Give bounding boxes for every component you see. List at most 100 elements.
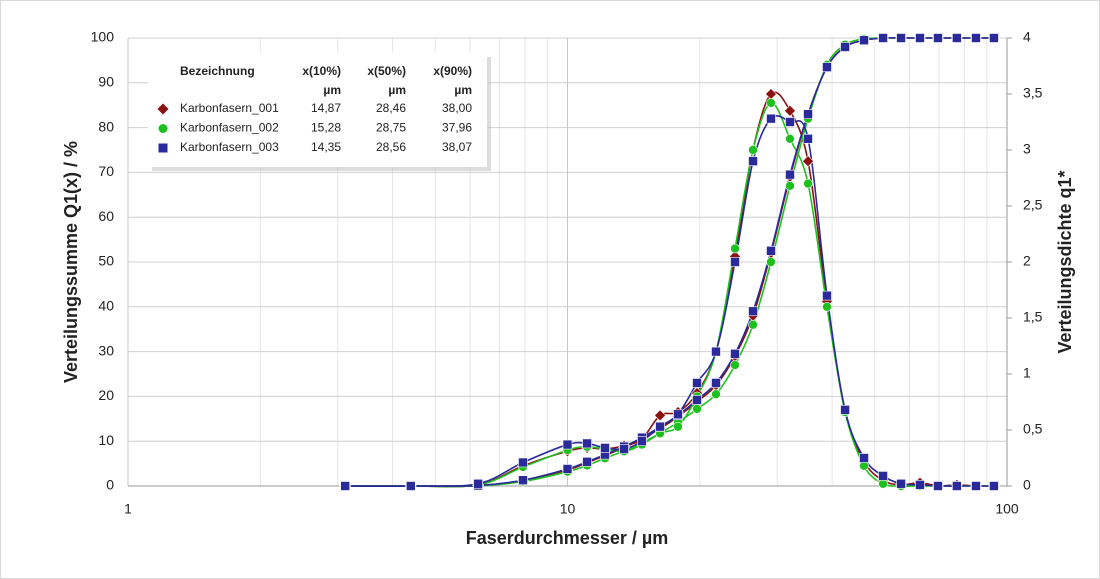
- legend-header: x(10%): [302, 64, 341, 78]
- marker: [766, 98, 776, 108]
- marker: [840, 405, 850, 415]
- marker: [158, 124, 168, 133]
- y2-tick-label: 4: [1023, 29, 1031, 45]
- marker: [518, 475, 528, 485]
- marker: [600, 443, 610, 453]
- legend: Bezeichnung x(10%) x(50%) x(90%) µm µm µm Karbo…: [148, 53, 491, 171]
- marker: [711, 346, 721, 357]
- y2-tick-label: 0,5: [1023, 421, 1043, 437]
- marker: [785, 117, 795, 127]
- marker: [748, 319, 758, 330]
- legend-header: x(50%): [367, 64, 406, 78]
- marker: [562, 439, 573, 450]
- y-tick-label: 0: [106, 477, 114, 493]
- legend-value: 28,46: [376, 101, 406, 115]
- marker: [803, 134, 813, 144]
- marker: [915, 480, 925, 490]
- legend-label: Karbonfasern_003: [180, 140, 279, 154]
- marker: [637, 436, 647, 447]
- marker: [340, 481, 350, 491]
- marker: [785, 134, 795, 144]
- marker: [766, 257, 776, 267]
- y-tick-label: 50: [98, 253, 114, 269]
- marker: [822, 62, 832, 72]
- y-tick-label: 70: [98, 163, 114, 179]
- legend-unit: µm: [454, 83, 472, 97]
- marker: [878, 471, 888, 481]
- y2-tick-label: 3: [1023, 141, 1031, 157]
- marker: [989, 33, 999, 43]
- y2-tick-label: 0: [1023, 477, 1031, 493]
- marker: [619, 444, 629, 454]
- x-axis-label: Faserdurchmesser / µm: [466, 528, 668, 548]
- marker: [878, 33, 888, 43]
- y-tick-label: 100: [91, 29, 115, 45]
- marker: [748, 156, 758, 166]
- marker: [802, 155, 814, 168]
- marker: [952, 33, 962, 43]
- marker: [158, 143, 168, 153]
- marker: [405, 481, 416, 491]
- legend-value: 14,87: [311, 101, 341, 115]
- legend-header: x(90%): [433, 64, 472, 78]
- marker: [748, 145, 758, 155]
- x-tick-label: 10: [560, 501, 576, 517]
- y-tick-label: 30: [98, 342, 114, 358]
- marker: [822, 301, 832, 312]
- y-tick-label: 10: [98, 432, 114, 448]
- marker: [971, 33, 981, 43]
- marker: [989, 481, 999, 491]
- marker: [822, 290, 832, 301]
- marker: [748, 306, 758, 317]
- legend-unit: µm: [388, 83, 406, 97]
- marker: [730, 349, 740, 359]
- marker: [582, 438, 592, 449]
- x-tick-label: 1: [124, 501, 132, 517]
- marker: [859, 453, 869, 463]
- marker: [896, 478, 906, 489]
- legend-value: 14,35: [311, 140, 341, 154]
- legend-box: [148, 53, 487, 167]
- marker: [915, 33, 925, 43]
- y-tick-label: 20: [98, 387, 114, 403]
- y2-tick-label: 3,5: [1023, 85, 1043, 101]
- marker: [766, 246, 776, 256]
- x-tick-label: 100: [995, 501, 1019, 517]
- marker: [518, 457, 528, 468]
- marker: [784, 104, 796, 117]
- marker: [473, 478, 483, 489]
- marker: [673, 409, 683, 420]
- cumulative-line: [345, 37, 994, 487]
- marker: [785, 181, 795, 191]
- legend-label: Karbonfasern_002: [180, 121, 279, 135]
- legend-label: Karbonfasern_001: [180, 101, 279, 115]
- marker: [730, 257, 740, 267]
- marker: [971, 481, 981, 491]
- marker: [933, 481, 943, 491]
- marker: [859, 35, 869, 46]
- y-tick-label: 90: [98, 74, 114, 90]
- legend-value: 37,96: [442, 121, 472, 135]
- marker: [562, 464, 573, 474]
- marker: [730, 243, 740, 254]
- marker: [655, 421, 665, 432]
- marker: [896, 33, 906, 43]
- marker: [673, 421, 683, 432]
- marker: [654, 409, 666, 422]
- y-tick-label: 40: [98, 298, 114, 314]
- marker: [933, 33, 943, 43]
- marker: [711, 378, 721, 388]
- y-tick-label: 60: [98, 208, 114, 224]
- marker: [692, 378, 702, 388]
- marker: [952, 481, 962, 491]
- marker: [730, 360, 740, 370]
- y2-axis-label: Verteilungsdichte q1*: [1055, 170, 1075, 353]
- marker: [692, 404, 702, 414]
- legend-value: 28,75: [376, 121, 406, 135]
- y2-tick-label: 1: [1023, 365, 1031, 381]
- marker: [711, 389, 721, 399]
- marker: [157, 103, 169, 115]
- legend-value: 38,00: [442, 101, 472, 115]
- marker: [692, 395, 702, 405]
- legend-header: Bezeichnung: [180, 64, 255, 78]
